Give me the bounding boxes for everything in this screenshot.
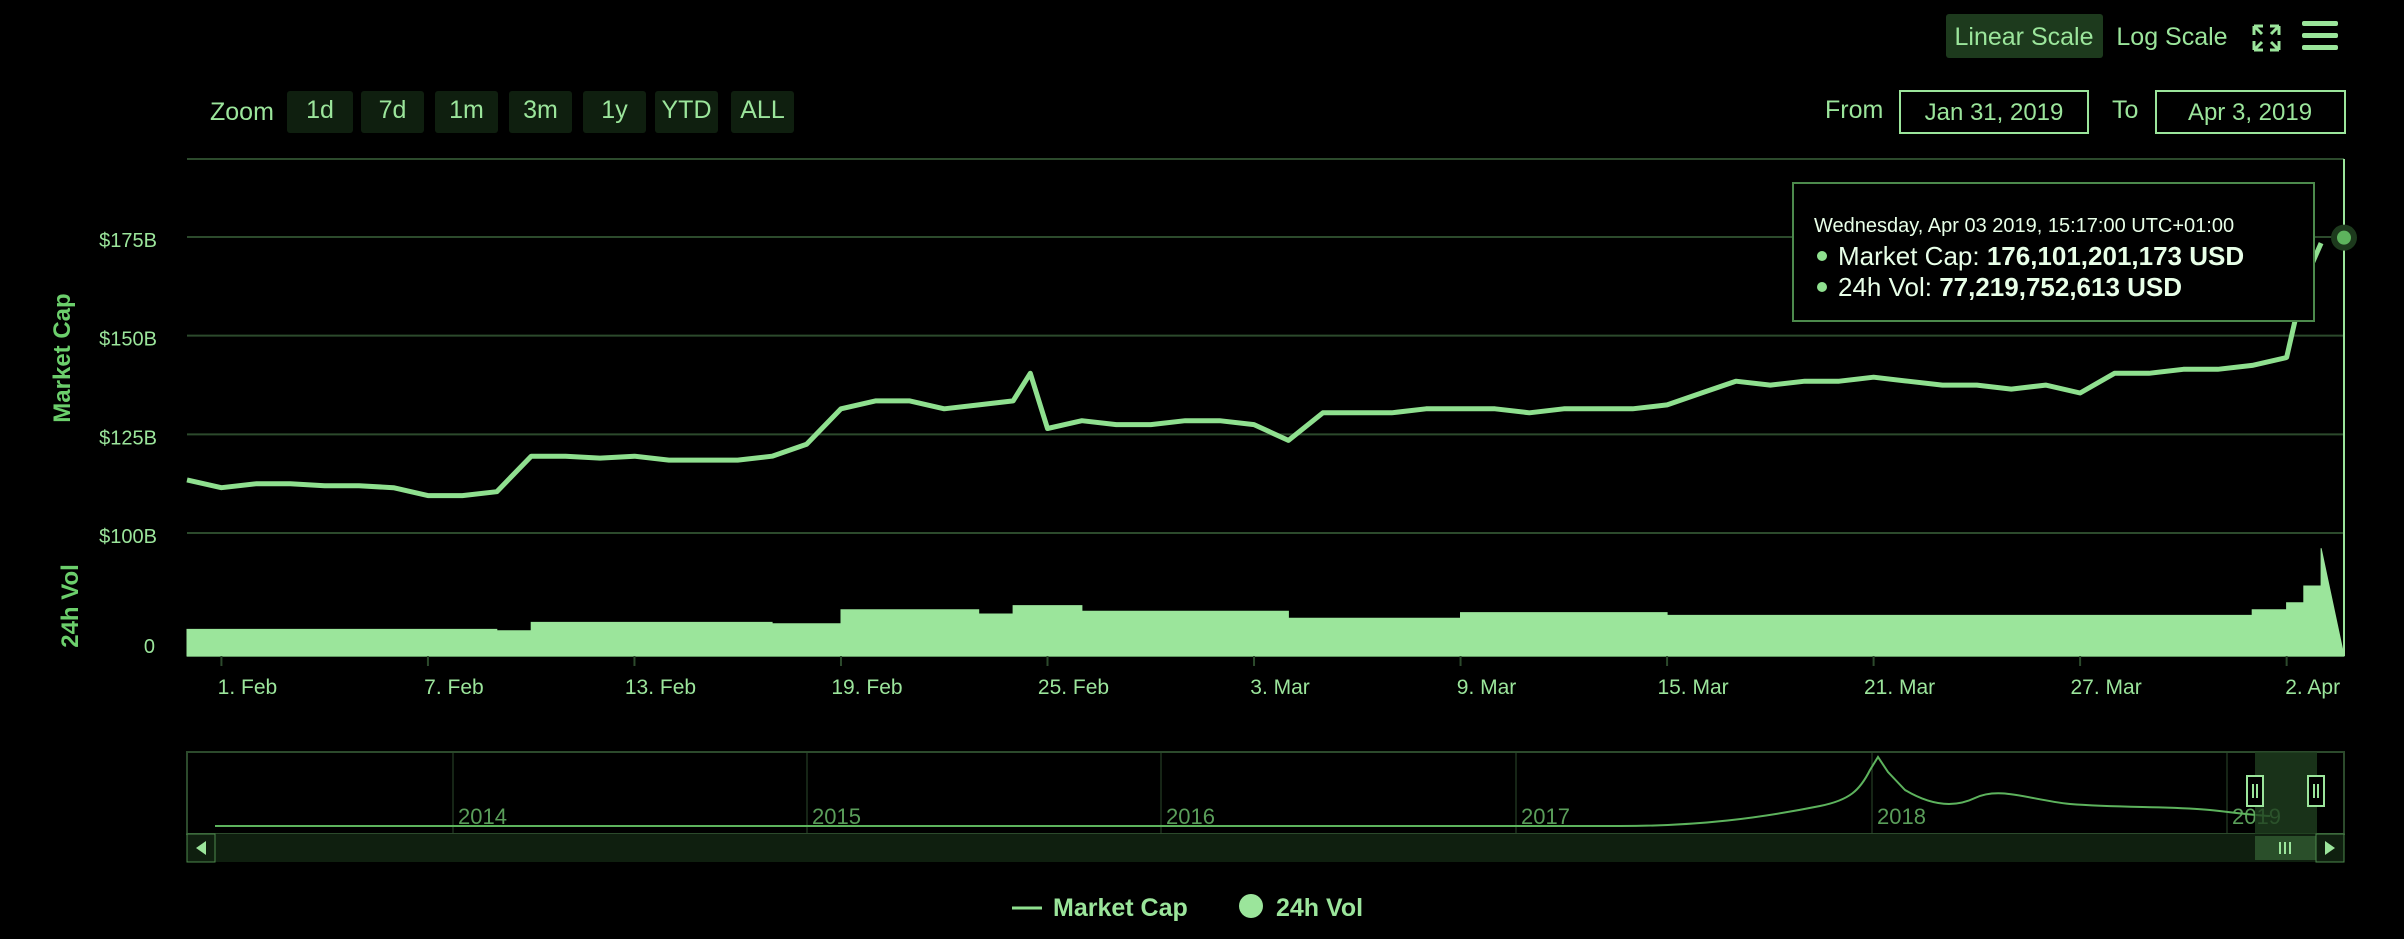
to-label: To <box>2112 96 2138 124</box>
x-tick-label: 27. Mar <box>2071 676 2142 699</box>
y-tick-label: $125B <box>99 427 157 449</box>
tooltip-vol-label: 24h Vol: <box>1838 272 1939 302</box>
scroll-right-button[interactable] <box>2315 833 2345 863</box>
zoom-button-1y[interactable]: 1y <box>583 91 646 133</box>
navigator[interactable]: 201420152016201720182019 <box>186 751 2345 835</box>
market-cap-series-line <box>186 242 2324 499</box>
zoom-button-label: 1y <box>601 96 628 124</box>
to-date-input[interactable]: Apr 3, 2019 <box>2155 90 2346 134</box>
scroll-left-button[interactable] <box>186 833 216 863</box>
x-tick-label: 13. Feb <box>625 676 696 699</box>
market-cap-axis-title: Market Cap <box>49 293 76 422</box>
tooltip-vol-value: 77,219,752,613 USD <box>1939 272 2182 302</box>
navigator-right-handle[interactable] <box>2307 775 2325 807</box>
x-tick-label: 2. Apr <box>2285 676 2340 699</box>
tooltip-marketcap-value: 176,101,201,173 USD <box>1987 241 2244 271</box>
hover-point-marker <box>2331 224 2357 251</box>
legend-vol-label: 24h Vol <box>1276 894 1363 922</box>
zoom-button-7d[interactable]: 7d <box>361 91 424 133</box>
navigator-year-label: 2018 <box>1877 804 1926 829</box>
tooltip-date: Wednesday, Apr 03 2019, 15:17:00 UTC+01:… <box>1814 215 2234 237</box>
zoom-button-label: 1m <box>449 96 484 124</box>
x-tick-label: 1. Feb <box>218 676 278 699</box>
tooltip-vol-dot <box>1817 282 1827 292</box>
navigator-year-label: 2015 <box>812 804 861 829</box>
x-tick-label: 7. Feb <box>424 676 484 699</box>
zoom-button-label: ALL <box>740 96 785 124</box>
expand-icon[interactable] <box>2252 24 2281 52</box>
legend: Market Cap 24h Vol <box>1012 894 1363 922</box>
vol-series-area <box>186 548 2345 657</box>
zoom-label: Zoom <box>210 98 274 126</box>
zoom-button-label: 1d <box>306 96 334 124</box>
arrow-right-icon <box>2325 841 2335 855</box>
legend-item-vol[interactable]: 24h Vol <box>1239 894 1363 922</box>
x-axis-ticks: 1. Feb 7. Feb 13. Feb 19. Feb 25. Feb 3. Mar 9… <box>218 656 2340 699</box>
scrollbar[interactable] <box>186 833 2345 863</box>
tooltip-marketcap-row: Market Cap: 176,101,201,173 USD <box>1838 241 2244 271</box>
legend-item-market-cap[interactable]: Market Cap <box>1012 894 1188 922</box>
x-tick-label: 25. Feb <box>1038 676 1109 699</box>
navigator-selection[interactable] <box>2255 752 2317 834</box>
from-label: From <box>1825 96 1883 124</box>
scroll-thumb-grip-icon <box>2279 842 2291 854</box>
log-scale-button[interactable]: Log Scale <box>2116 23 2227 51</box>
zoom-button-label: 3m <box>523 96 558 124</box>
legend-market-cap-label: Market Cap <box>1053 894 1188 922</box>
x-tick-label: 21. Mar <box>1864 676 1935 699</box>
zoom-button-label: 7d <box>379 96 407 124</box>
zoom-button-3m[interactable]: 3m <box>509 91 572 133</box>
zoom-button-label: YTD <box>662 96 712 124</box>
log-scale-label: Log Scale <box>2116 23 2227 51</box>
navigator-year-label: 2016 <box>1166 804 1215 829</box>
x-tick-label: 19. Feb <box>831 676 902 699</box>
tooltip-marketcap-label: Market Cap: <box>1838 241 1987 271</box>
zoom-button-ytd[interactable]: YTD <box>655 91 718 133</box>
x-tick-label: 15. Mar <box>1657 676 1728 699</box>
y-tick-label: $100B <box>99 526 157 548</box>
zoom-button-all[interactable]: ALL <box>731 91 794 133</box>
tooltip-vol-row: 24h Vol: 77,219,752,613 USD <box>1838 272 2182 302</box>
y-tick-label: $175B <box>99 230 157 252</box>
zoom-buttons: 1d 7d 1m 3m 1y YTD ALL <box>287 91 794 133</box>
menu-icon[interactable] <box>2302 21 2338 50</box>
navigator-left-handle[interactable] <box>2246 775 2264 807</box>
tooltip-marketcap-dot <box>1817 251 1827 261</box>
linear-scale-label: Linear Scale <box>1955 23 2094 51</box>
navigator-year-label: 2014 <box>458 804 507 829</box>
linear-scale-button[interactable]: Linear Scale <box>1946 14 2103 58</box>
navigator-series-line <box>215 755 2271 827</box>
y-axis-ticks: $100B $125B $150B $175B 0 <box>99 230 157 658</box>
zoom-button-1d[interactable]: 1d <box>287 91 353 133</box>
x-tick-label: 9. Mar <box>1457 676 1517 699</box>
from-date-input[interactable]: Jan 31, 2019 <box>1899 90 2089 134</box>
to-date-value: Apr 3, 2019 <box>2188 99 2312 126</box>
x-tick-label: 3. Mar <box>1250 676 1310 699</box>
y-tick-label: $150B <box>99 329 157 351</box>
vol-tick-label: 0 <box>144 636 155 658</box>
arrow-left-icon <box>196 841 206 855</box>
from-date-value: Jan 31, 2019 <box>1925 99 2064 126</box>
tooltip: Wednesday, Apr 03 2019, 15:17:00 UTC+01:… <box>1792 182 2315 322</box>
vol-axis-title: 24h Vol <box>57 564 84 648</box>
zoom-button-1m[interactable]: 1m <box>435 91 498 133</box>
navigator-year-label: 2017 <box>1521 804 1570 829</box>
